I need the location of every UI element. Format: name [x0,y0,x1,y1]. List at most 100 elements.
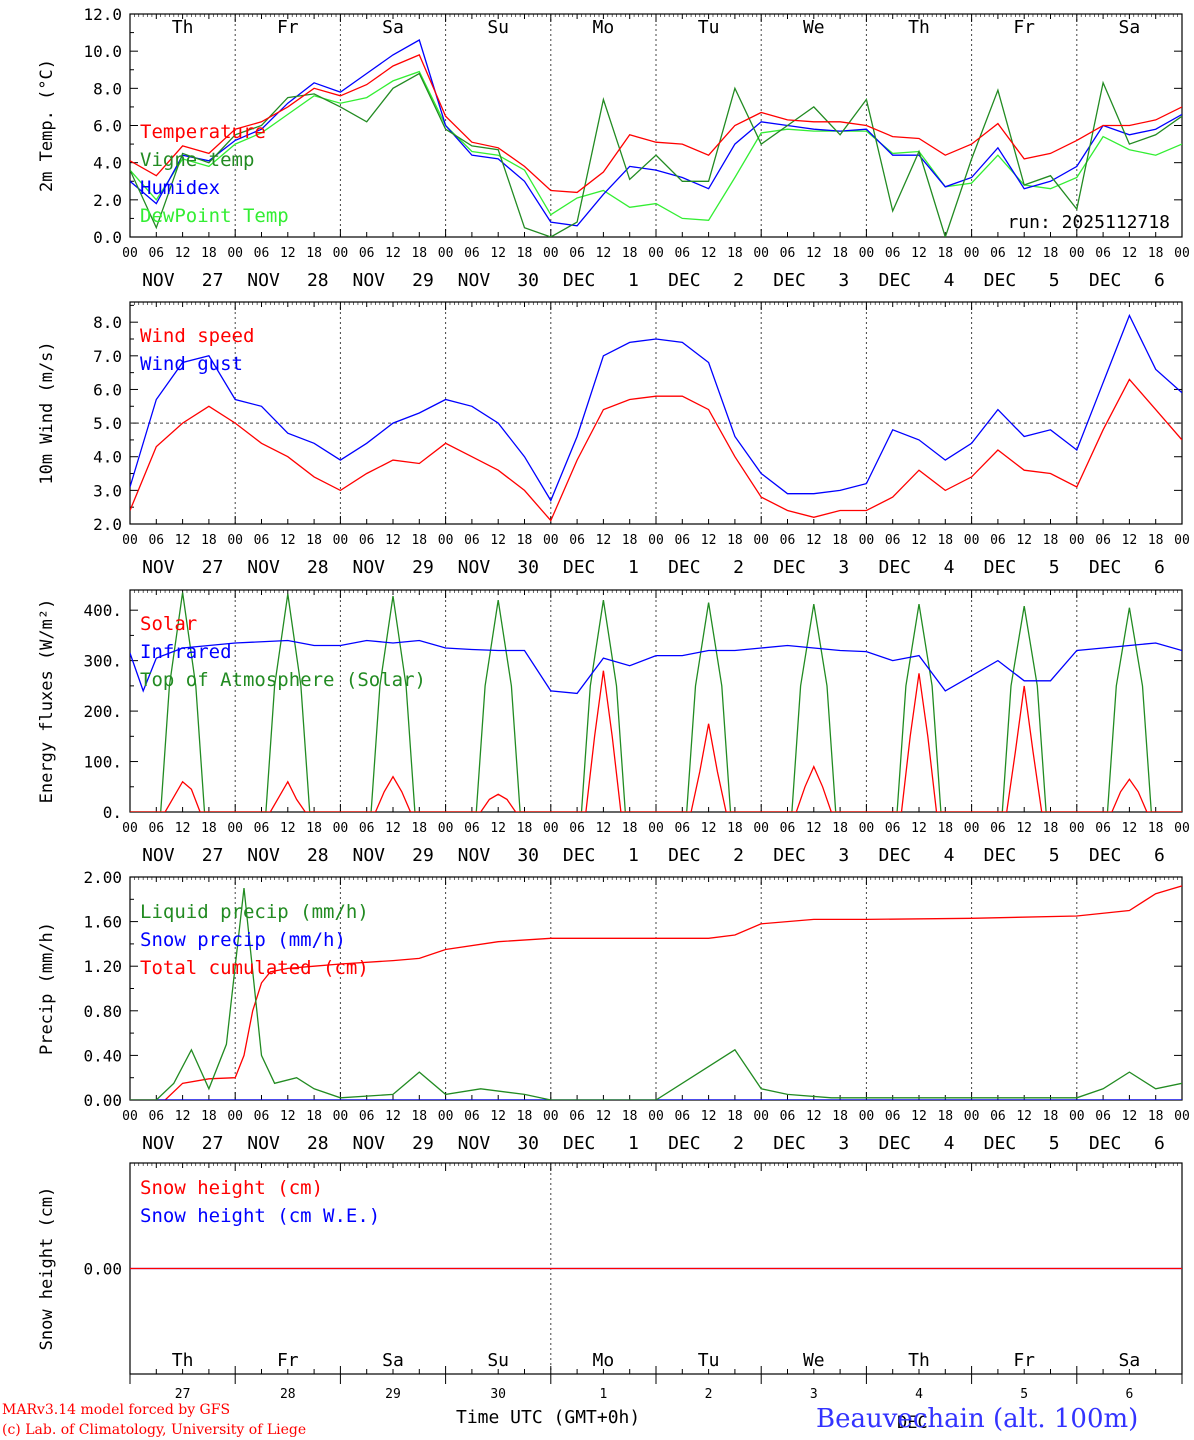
hour-tick-label: 18 [517,821,533,836]
y-axis-title: Energy fluxes (W/m²) [37,599,57,804]
x-axis-label: Time UTC (GMT+0h) [456,1407,640,1428]
hour-tick-label: 12 [701,533,717,548]
date-month-label: DEC [668,1133,701,1154]
date-month-label: DEC [563,845,596,866]
y-axis-title: Precip (mm/h) [37,922,57,1055]
hour-tick-label: 12 [911,821,927,836]
date-day-label: 2 [733,557,744,578]
panel-4: 0.00 0.40 0.80 1.20 1.60 2.00 Precip (mm/h) Liq… [37,868,1190,1154]
run-label: run: 2025112718 [1007,212,1170,233]
hour-tick-label: 00 [1069,821,1085,836]
legend-entry: Snow precip (mm/h) [140,929,346,951]
series-line-solar [130,670,1182,812]
date-day-label: 29 [412,845,434,866]
hour-tick-label: 12 [385,533,401,548]
series-line-total-cumulated-cm- [130,885,1182,1100]
month-label: DEC [897,1413,928,1433]
y-tick-label: 400. [83,601,122,620]
date-day-label: 27 [202,1133,224,1154]
hour-tick-label: 06 [254,246,270,261]
day-of-week-label: We [803,17,825,38]
day-of-week-label: Fr [277,17,299,38]
hour-tick-label: 06 [780,1109,796,1124]
hour-tick-label: 18 [622,821,638,836]
day-of-week-label: Th [172,17,194,38]
hour-tick-label: 18 [201,533,217,548]
date-month-label: NOV [142,270,175,291]
hour-tick-label: 18 [727,246,743,261]
hour-tick-label: 06 [885,1109,901,1124]
y-tick-label: 3.0 [93,481,122,500]
date-day-label: 2 [705,1387,713,1402]
day-of-week-label: Su [487,17,509,38]
hour-tick-label: 06 [569,246,585,261]
hour-tick-label: 12 [1016,821,1032,836]
hour-tick-label: 12 [806,246,822,261]
hour-tick-label: 12 [806,821,822,836]
date-month-label: DEC [984,557,1017,578]
hour-tick-label: 12 [490,533,506,548]
date-day-label: 3 [838,557,849,578]
hour-tick-label: 00 [648,246,664,261]
hour-tick-label: 00 [859,1109,875,1124]
date-month-label: NOV [247,557,280,578]
hour-tick-label: 00 [648,1109,664,1124]
hour-tick-label: 18 [1043,1109,1059,1124]
hour-tick-label: 00 [1174,533,1190,548]
date-day-label: 5 [1049,845,1060,866]
date-month-label: DEC [878,845,911,866]
day-of-week-label: Mo [593,17,615,38]
hour-tick-label: 06 [254,1109,270,1124]
hour-tick-label: 18 [1148,821,1164,836]
hour-tick-label: 12 [701,246,717,261]
date-day-label: 2 [733,1133,744,1154]
y-tick-label: 300. [83,652,122,671]
hour-tick-label: 12 [806,1109,822,1124]
hour-tick-label: 06 [464,821,480,836]
hour-tick-label: 18 [517,533,533,548]
hour-tick-label: 18 [622,533,638,548]
hour-tick-label: 18 [1148,533,1164,548]
date-month-label: DEC [773,1133,806,1154]
hour-tick-label: 06 [148,246,164,261]
date-day-label: 28 [307,557,329,578]
date-day-label: 28 [307,1133,329,1154]
date-day-label: 4 [944,270,955,291]
y-tick-label: 100. [83,753,122,772]
date-month-label: DEC [668,557,701,578]
hour-tick-label: 12 [1122,821,1138,836]
legend-entry: Liquid precip (mm/h) [140,901,369,923]
legend-entry: Infrared [140,641,232,663]
hour-tick-label: 12 [175,1109,191,1124]
hour-tick-label: 06 [464,1109,480,1124]
hour-tick-label: 00 [964,821,980,836]
hour-tick-label: 18 [411,533,427,548]
date-day-label: 6 [1154,557,1165,578]
day-of-week-label: Mo [593,1350,615,1371]
hour-tick-label: 00 [1069,1109,1085,1124]
hour-tick-label: 18 [1043,533,1059,548]
hour-tick-label: 12 [175,821,191,836]
date-month-label: DEC [1089,845,1122,866]
date-day-label: 3 [810,1387,818,1402]
hour-tick-label: 12 [1016,1109,1032,1124]
hour-tick-label: 00 [543,1109,559,1124]
date-month-label: DEC [668,845,701,866]
hour-tick-label: 18 [411,1109,427,1124]
hour-tick-label: 06 [148,1109,164,1124]
hour-tick-label: 12 [911,1109,927,1124]
hour-tick-label: 06 [1095,533,1111,548]
series-line-top-of-atmosphere-solar- [130,592,1182,812]
date-day-label: 5 [1020,1387,1028,1402]
hour-tick-label: 12 [490,246,506,261]
hour-tick-label: 06 [254,533,270,548]
date-day-label: 3 [838,1133,849,1154]
date-month-label: DEC [878,557,911,578]
date-month-label: NOV [247,1133,280,1154]
panel-1: 0.0 2.0 4.0 6.0 8.0 10.0 12.0 2m Temp. (°C) Temp… [37,5,1190,291]
hour-tick-label: 06 [569,1109,585,1124]
hour-tick-label: 06 [254,821,270,836]
date-month-label: DEC [1089,270,1122,291]
hour-tick-label: 00 [859,246,875,261]
hour-tick-label: 12 [911,533,927,548]
